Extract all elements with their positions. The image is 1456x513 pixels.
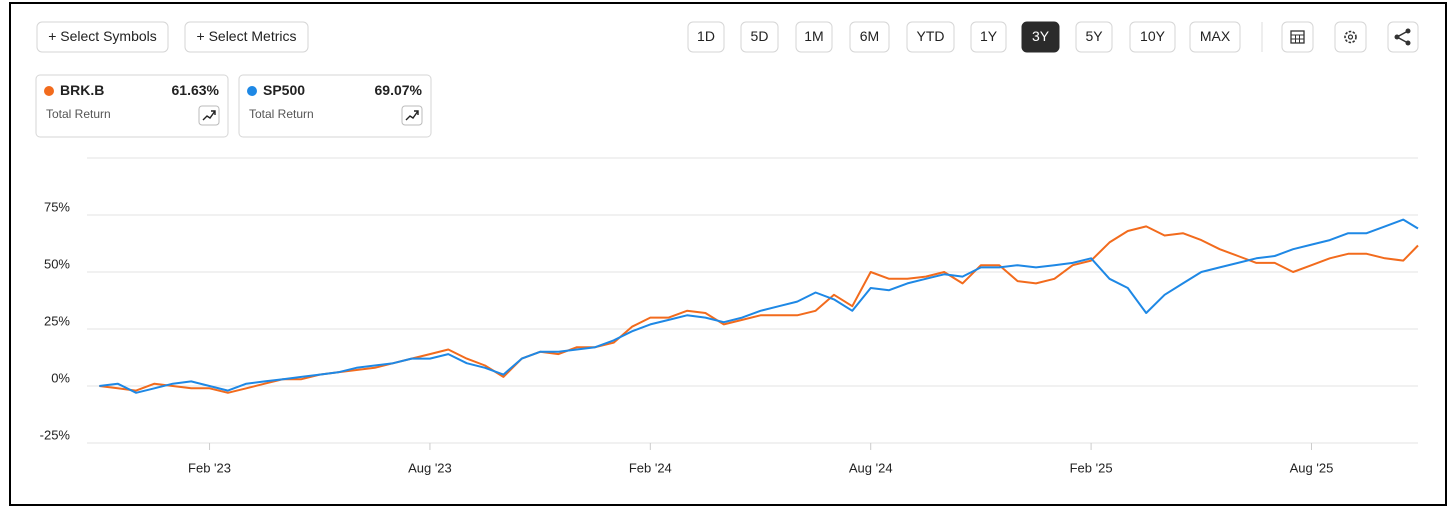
button-box bbox=[849, 21, 890, 53]
button-box bbox=[906, 21, 955, 53]
button-label: 5Y bbox=[1085, 28, 1103, 44]
button-label: MAX bbox=[1200, 28, 1231, 44]
button-label: 6M bbox=[860, 28, 879, 44]
range-button[interactable]: 1M bbox=[795, 21, 833, 53]
chart-icon bbox=[198, 105, 220, 126]
button-label: 10Y bbox=[1140, 28, 1166, 44]
button-label: 1M bbox=[804, 28, 823, 44]
button-box bbox=[184, 21, 309, 53]
legend-name: SP500 bbox=[263, 82, 305, 98]
range-button[interactable]: 5Y bbox=[1075, 21, 1113, 53]
card-return: 69.07% bbox=[375, 82, 423, 98]
action-button[interactable]: + Select Symbols bbox=[36, 21, 169, 53]
button-label: + Select Metrics bbox=[197, 28, 297, 44]
button-label: 5D bbox=[751, 28, 769, 44]
range-button[interactable]: MAX bbox=[1189, 21, 1241, 53]
range-button[interactable]: 10Y bbox=[1129, 21, 1176, 53]
button-label: + Select Symbols bbox=[48, 28, 157, 44]
button-box bbox=[795, 21, 833, 53]
button-box bbox=[36, 21, 169, 53]
button-box bbox=[970, 21, 1007, 53]
button-box bbox=[1129, 21, 1176, 53]
card-box bbox=[238, 74, 432, 138]
button-box bbox=[740, 21, 779, 53]
card-label: Total Return bbox=[46, 107, 111, 121]
range-button[interactable]: 1Y bbox=[970, 21, 1007, 53]
table-button[interactable] bbox=[1281, 21, 1314, 53]
legend-name: BRK.B bbox=[60, 82, 104, 98]
button-box bbox=[1189, 21, 1241, 53]
x-tick-label: Aug '25 bbox=[1290, 460, 1334, 475]
chart-icon-arrow bbox=[405, 110, 419, 121]
legend-dot bbox=[44, 86, 54, 96]
card-label: Total Return bbox=[249, 107, 314, 121]
range-button[interactable]: 1D bbox=[687, 21, 725, 53]
x-tick-label: Feb '25 bbox=[1070, 460, 1113, 475]
settings-button[interactable] bbox=[1334, 21, 1367, 53]
legend-card[interactable]: SP500 69.07% Total Return bbox=[238, 74, 432, 138]
card-return: 61.63% bbox=[172, 82, 220, 98]
card-box bbox=[35, 74, 229, 138]
button-box bbox=[1021, 21, 1060, 53]
y-tick-label: -25% bbox=[40, 427, 71, 442]
button-label: 1D bbox=[697, 28, 715, 44]
series-line bbox=[99, 218, 1419, 394]
share-button[interactable] bbox=[1387, 21, 1419, 53]
x-tick-label: Aug '24 bbox=[849, 460, 893, 475]
legend-card[interactable]: BRK.B 61.63% Total Return bbox=[35, 74, 229, 138]
y-tick-label: 75% bbox=[44, 199, 70, 214]
range-button[interactable]: YTD bbox=[906, 21, 955, 53]
y-tick-label: 25% bbox=[44, 313, 70, 328]
x-tick-label: Aug '23 bbox=[408, 460, 452, 475]
button-label: 3Y bbox=[1032, 28, 1050, 44]
action-button[interactable]: + Select Metrics bbox=[184, 21, 309, 53]
button-label: YTD bbox=[917, 28, 945, 44]
range-button[interactable]: 6M bbox=[849, 21, 890, 53]
x-tick-label: Feb '23 bbox=[188, 460, 231, 475]
button-box bbox=[687, 21, 725, 53]
button-label: 1Y bbox=[980, 28, 998, 44]
legend-dot bbox=[247, 86, 257, 96]
chart-icon-arrow bbox=[202, 110, 216, 121]
button-box bbox=[1075, 21, 1113, 53]
y-tick-label: 50% bbox=[44, 256, 70, 271]
chart-icon bbox=[401, 105, 423, 126]
y-tick-label: 0% bbox=[51, 370, 70, 385]
range-button[interactable]: 5D bbox=[740, 21, 779, 53]
x-tick-label: Feb '24 bbox=[629, 460, 672, 475]
range-button[interactable]: 3Y bbox=[1021, 21, 1060, 53]
